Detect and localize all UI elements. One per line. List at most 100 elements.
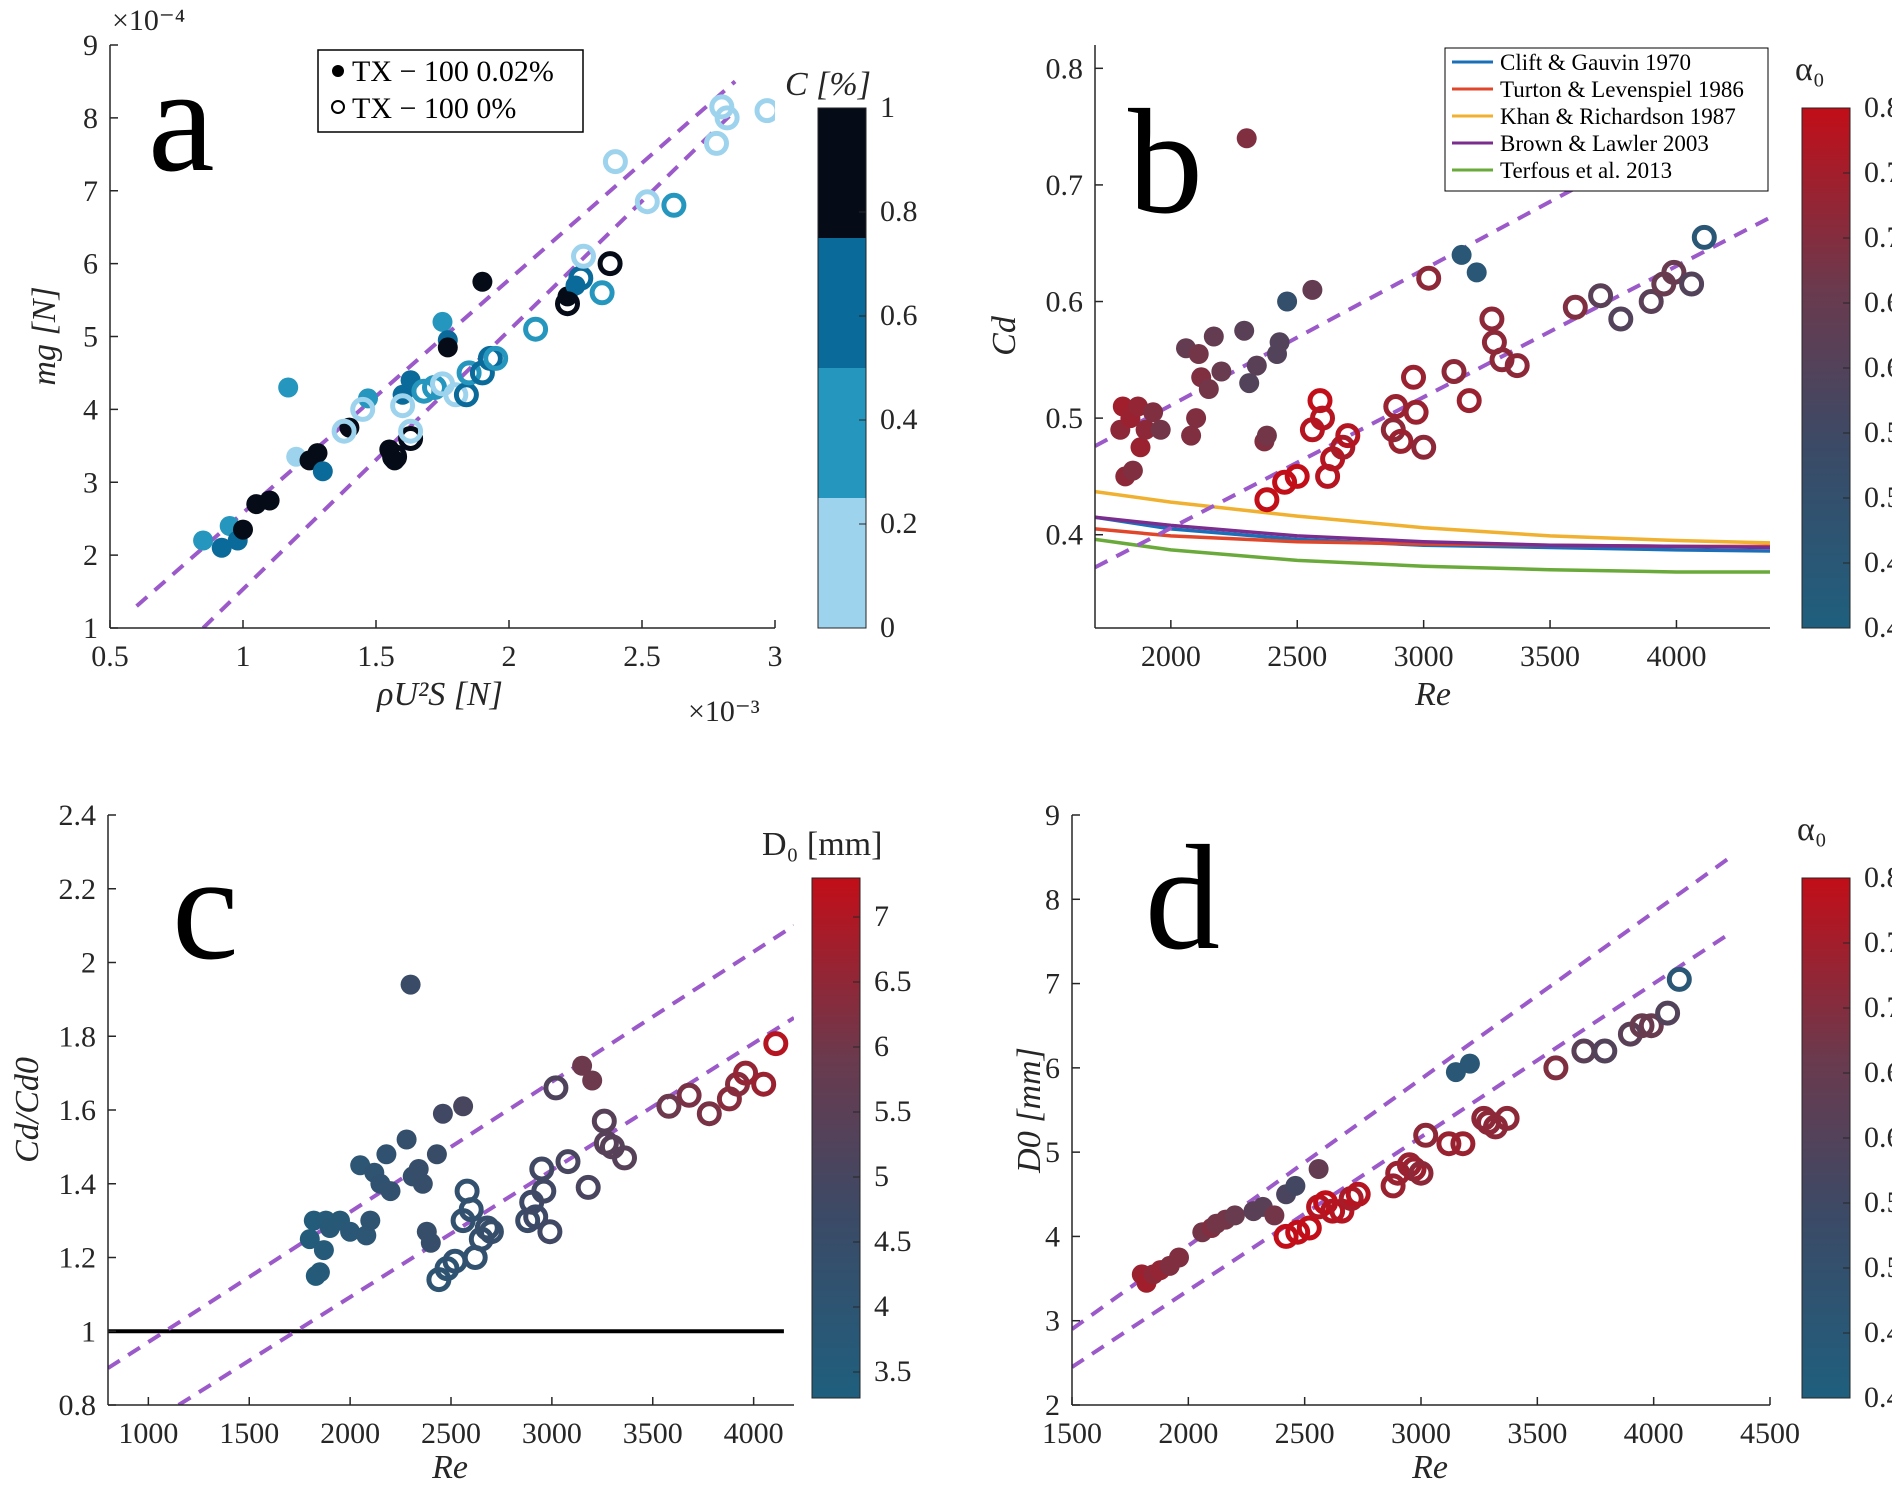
x-tick-label: 4000 xyxy=(1624,1417,1684,1450)
open-data-point xyxy=(597,251,623,277)
open-data-point xyxy=(1413,1122,1439,1148)
fit-line xyxy=(201,109,737,628)
filled-data-point xyxy=(340,1221,361,1242)
tick-labels: 2000 2500 3000 3500 4000 0.4 0.5 0.6 0.7 0.8 xyxy=(1046,52,1707,673)
open-data-point xyxy=(1296,1215,1322,1241)
filled-data-point xyxy=(1256,425,1277,446)
x-tick-label: 3000 xyxy=(1391,1417,1451,1450)
legend-entry: Clift & Gauvin 1970 xyxy=(1500,50,1691,75)
filled-data-point xyxy=(1150,419,1171,440)
colorbar-tick-label: 0.8 xyxy=(880,195,918,228)
open-data-point xyxy=(1456,388,1482,414)
open-data-point xyxy=(1411,434,1437,460)
legend-entry: Khan & Richardson 1987 xyxy=(1500,104,1736,129)
filled-data-point xyxy=(572,1055,593,1076)
colorbar-tick-label: 0.45 xyxy=(1864,546,1892,579)
open-data-point xyxy=(1638,1013,1664,1039)
axes xyxy=(107,814,794,1406)
colorbar-gradient xyxy=(812,878,860,1398)
filled-data-point xyxy=(1466,262,1487,283)
open-data-point xyxy=(1272,469,1298,495)
colorbar-tick-label: 0 xyxy=(880,611,895,644)
legend-entry: Brown & Lawler 2003 xyxy=(1500,131,1709,156)
open-data-point xyxy=(1416,265,1442,291)
open-data-point xyxy=(331,418,357,444)
filled-data-point xyxy=(1135,419,1156,440)
colorbar-tick-label: 3.5 xyxy=(874,1355,912,1388)
x-tick-label: 3500 xyxy=(1507,1417,1567,1450)
y-tick-label: 1 xyxy=(81,1315,96,1348)
filled-data-point xyxy=(1459,1053,1480,1074)
legend-entry: Turton & Levenspiel 1986 xyxy=(1500,77,1744,102)
open-data-point xyxy=(1330,434,1356,460)
fit-line xyxy=(1072,931,1732,1369)
colorbar-frame xyxy=(811,877,861,1399)
colorbar-tick-label: 0.6 xyxy=(1864,351,1892,384)
open-data-point xyxy=(763,1031,789,1057)
colorbar-gradient xyxy=(1802,878,1850,1398)
colorbar-tick-label: 0.6 xyxy=(880,299,918,332)
y-tick-label: 3 xyxy=(83,466,98,499)
y-tick-label: 2 xyxy=(83,539,98,572)
colorbar-tick-label: 0.45 xyxy=(1864,1316,1892,1349)
filled-data-point xyxy=(420,1232,441,1253)
x-tick-label: 3500 xyxy=(623,1417,683,1450)
panel-letter: d xyxy=(1145,815,1220,981)
filled-data-point xyxy=(432,311,453,332)
open-data-point xyxy=(1320,1198,1346,1224)
colorbar-tick-label: 7 xyxy=(874,900,889,933)
y-tick-label: 4 xyxy=(83,393,98,426)
open-data-point xyxy=(529,1156,555,1182)
open-data-point xyxy=(612,1145,637,1171)
x-tick-label: 2500 xyxy=(421,1417,481,1450)
filled-data-point xyxy=(1239,373,1260,394)
model-curve xyxy=(1095,489,1770,545)
colorbar-tick-label: 6.5 xyxy=(874,965,912,998)
open-data-point xyxy=(589,280,615,306)
x-axis-label: Re xyxy=(431,1449,468,1486)
open-data-point xyxy=(754,98,775,124)
colorbar-tick-label: 0.75 xyxy=(1864,156,1892,189)
open-data-point xyxy=(1666,966,1692,992)
filled-data-point xyxy=(1143,402,1164,423)
y-tick-label: 8 xyxy=(1045,883,1060,916)
y-tick-label: 1.4 xyxy=(59,1168,97,1201)
x-tick-label: 0.5 xyxy=(91,640,129,673)
open-data-point xyxy=(1408,1160,1434,1186)
legend-open-marker xyxy=(331,100,345,114)
x-tick-label: 3 xyxy=(768,640,783,673)
y-tick-label: 3 xyxy=(1045,1305,1060,1338)
legend-entry: TX − 100 0% xyxy=(352,92,516,125)
filled-data-point xyxy=(1130,437,1151,458)
open-data-point xyxy=(704,130,729,156)
filled-data-point xyxy=(376,1144,397,1165)
fit-line xyxy=(108,923,794,1370)
filled-data-point xyxy=(1234,320,1255,341)
filled-data-point xyxy=(309,1262,330,1283)
colorbar-tick-label: 0.55 xyxy=(1864,416,1892,449)
filled-data-point xyxy=(1451,244,1472,265)
open-data-point xyxy=(1592,1038,1618,1064)
data-points xyxy=(299,974,789,1293)
open-data-point xyxy=(1691,224,1717,250)
x-tick-label: 2.5 xyxy=(623,640,661,673)
open-data-point xyxy=(483,345,509,371)
legend: TX − 100 0.02% TX − 100 0% xyxy=(317,49,584,133)
y-tick-label: 5 xyxy=(1045,1136,1060,1169)
open-data-point xyxy=(1254,487,1280,513)
colorbar-tick-label: 5.5 xyxy=(874,1095,912,1128)
model-curves xyxy=(1095,489,1770,574)
colorbar-tick-label: 0.4 xyxy=(1864,611,1892,644)
model-curve xyxy=(1095,537,1770,574)
x-tick-label: 1000 xyxy=(118,1417,178,1450)
filled-data-point xyxy=(472,271,493,292)
open-data-point xyxy=(1450,1131,1476,1157)
x-tick-label: 2000 xyxy=(320,1417,380,1450)
panel-letter: a xyxy=(148,37,215,203)
colorbar-gradient xyxy=(1802,108,1850,628)
open-data-point xyxy=(1504,353,1530,379)
open-data-point xyxy=(1285,1219,1311,1245)
x-tick-label: 3000 xyxy=(522,1417,582,1450)
x-tick-label: 3000 xyxy=(1394,640,1454,673)
